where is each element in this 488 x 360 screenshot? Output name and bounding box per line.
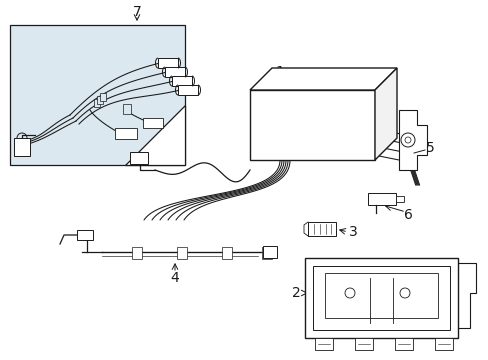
Text: 6: 6 [403, 208, 411, 222]
Text: 3: 3 [348, 225, 357, 239]
Circle shape [399, 288, 409, 298]
Circle shape [345, 288, 354, 298]
Bar [123, 104, 131, 114]
Polygon shape [249, 68, 396, 90]
Bar [77, 230, 93, 240]
Bar [115, 128, 137, 139]
Bar [262, 247, 271, 259]
Bar [367, 193, 395, 205]
Bar [312, 266, 449, 330]
Bar [394, 338, 412, 350]
Circle shape [400, 133, 414, 147]
Text: 4: 4 [170, 271, 179, 285]
Text: 5: 5 [425, 141, 433, 155]
Bar [307, 222, 335, 236]
Bar [158, 58, 178, 68]
Bar [132, 247, 142, 259]
Bar [100, 93, 106, 101]
Bar [130, 152, 148, 164]
Polygon shape [125, 105, 184, 165]
Polygon shape [374, 68, 396, 160]
Bar [354, 338, 372, 350]
Bar [395, 196, 403, 202]
Bar [434, 338, 452, 350]
Text: 1: 1 [275, 65, 284, 79]
Bar [305, 258, 457, 338]
Bar [10, 25, 184, 165]
Circle shape [404, 137, 410, 143]
Bar [172, 76, 192, 86]
Bar [14, 138, 30, 156]
Bar [249, 90, 374, 160]
Text: 7: 7 [132, 5, 141, 19]
Bar [97, 96, 103, 104]
Bar [94, 99, 100, 107]
Bar [177, 247, 186, 259]
Bar [314, 338, 332, 350]
Bar [263, 246, 276, 258]
Bar [178, 85, 198, 95]
Text: 2: 2 [291, 286, 300, 300]
Bar [325, 273, 437, 318]
Bar [142, 118, 163, 128]
Bar [222, 247, 231, 259]
Polygon shape [398, 110, 426, 170]
Bar [164, 67, 184, 77]
